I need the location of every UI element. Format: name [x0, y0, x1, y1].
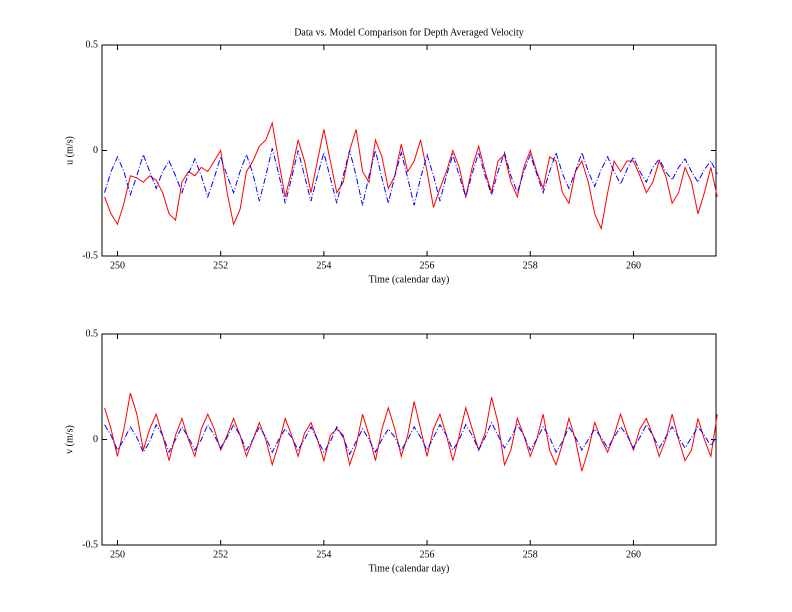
- data-line: [104, 421, 718, 456]
- y-tick-label: 0: [93, 434, 98, 445]
- x-tick-label: 258: [523, 549, 538, 560]
- y-axis-label: v (m/s): [64, 425, 75, 454]
- y-tick-label: 0.5: [86, 328, 99, 339]
- y-tick-label: 0.5: [86, 39, 99, 50]
- x-tick-label: 250: [110, 549, 125, 560]
- x-axis-label: Time (calendar day): [369, 274, 450, 285]
- y-tick-label: 0: [93, 145, 98, 156]
- chart-title: Data vs. Model Comparison for Depth Aver…: [294, 27, 524, 38]
- y-tick-label: -0.5: [82, 539, 98, 550]
- x-tick-label: 252: [213, 260, 228, 271]
- x-tick-label: 256: [420, 549, 435, 560]
- x-tick-label: 252: [213, 549, 228, 560]
- y-axis-label: u (m/s): [64, 136, 75, 165]
- x-tick-label: 258: [523, 260, 538, 271]
- plot-frame: [101, 44, 717, 257]
- x-tick-label: 260: [626, 260, 641, 271]
- x-tick-label: 250: [110, 260, 125, 271]
- x-tick-label: 254: [316, 549, 331, 560]
- x-tick-label: 260: [626, 549, 641, 560]
- x-tick-label: 256: [420, 260, 435, 271]
- y-tick-label: -0.5: [82, 250, 98, 261]
- x-tick-label: 254: [316, 260, 331, 271]
- data-line: [104, 121, 718, 231]
- data-line: [104, 392, 718, 472]
- plot-frame: [101, 333, 717, 546]
- data-line: [104, 148, 718, 206]
- x-axis-label: Time (calendar day): [369, 563, 450, 574]
